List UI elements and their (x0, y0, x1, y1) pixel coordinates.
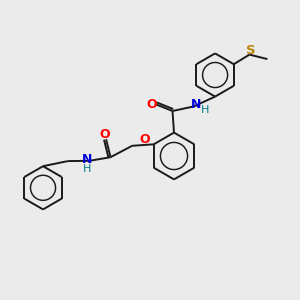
Text: O: O (99, 128, 110, 141)
Text: O: O (139, 133, 150, 146)
Text: N: N (190, 98, 201, 112)
Text: O: O (147, 98, 158, 111)
Text: S: S (246, 44, 255, 57)
Text: H: H (201, 105, 209, 115)
Text: H: H (83, 164, 91, 174)
Text: N: N (82, 153, 92, 166)
